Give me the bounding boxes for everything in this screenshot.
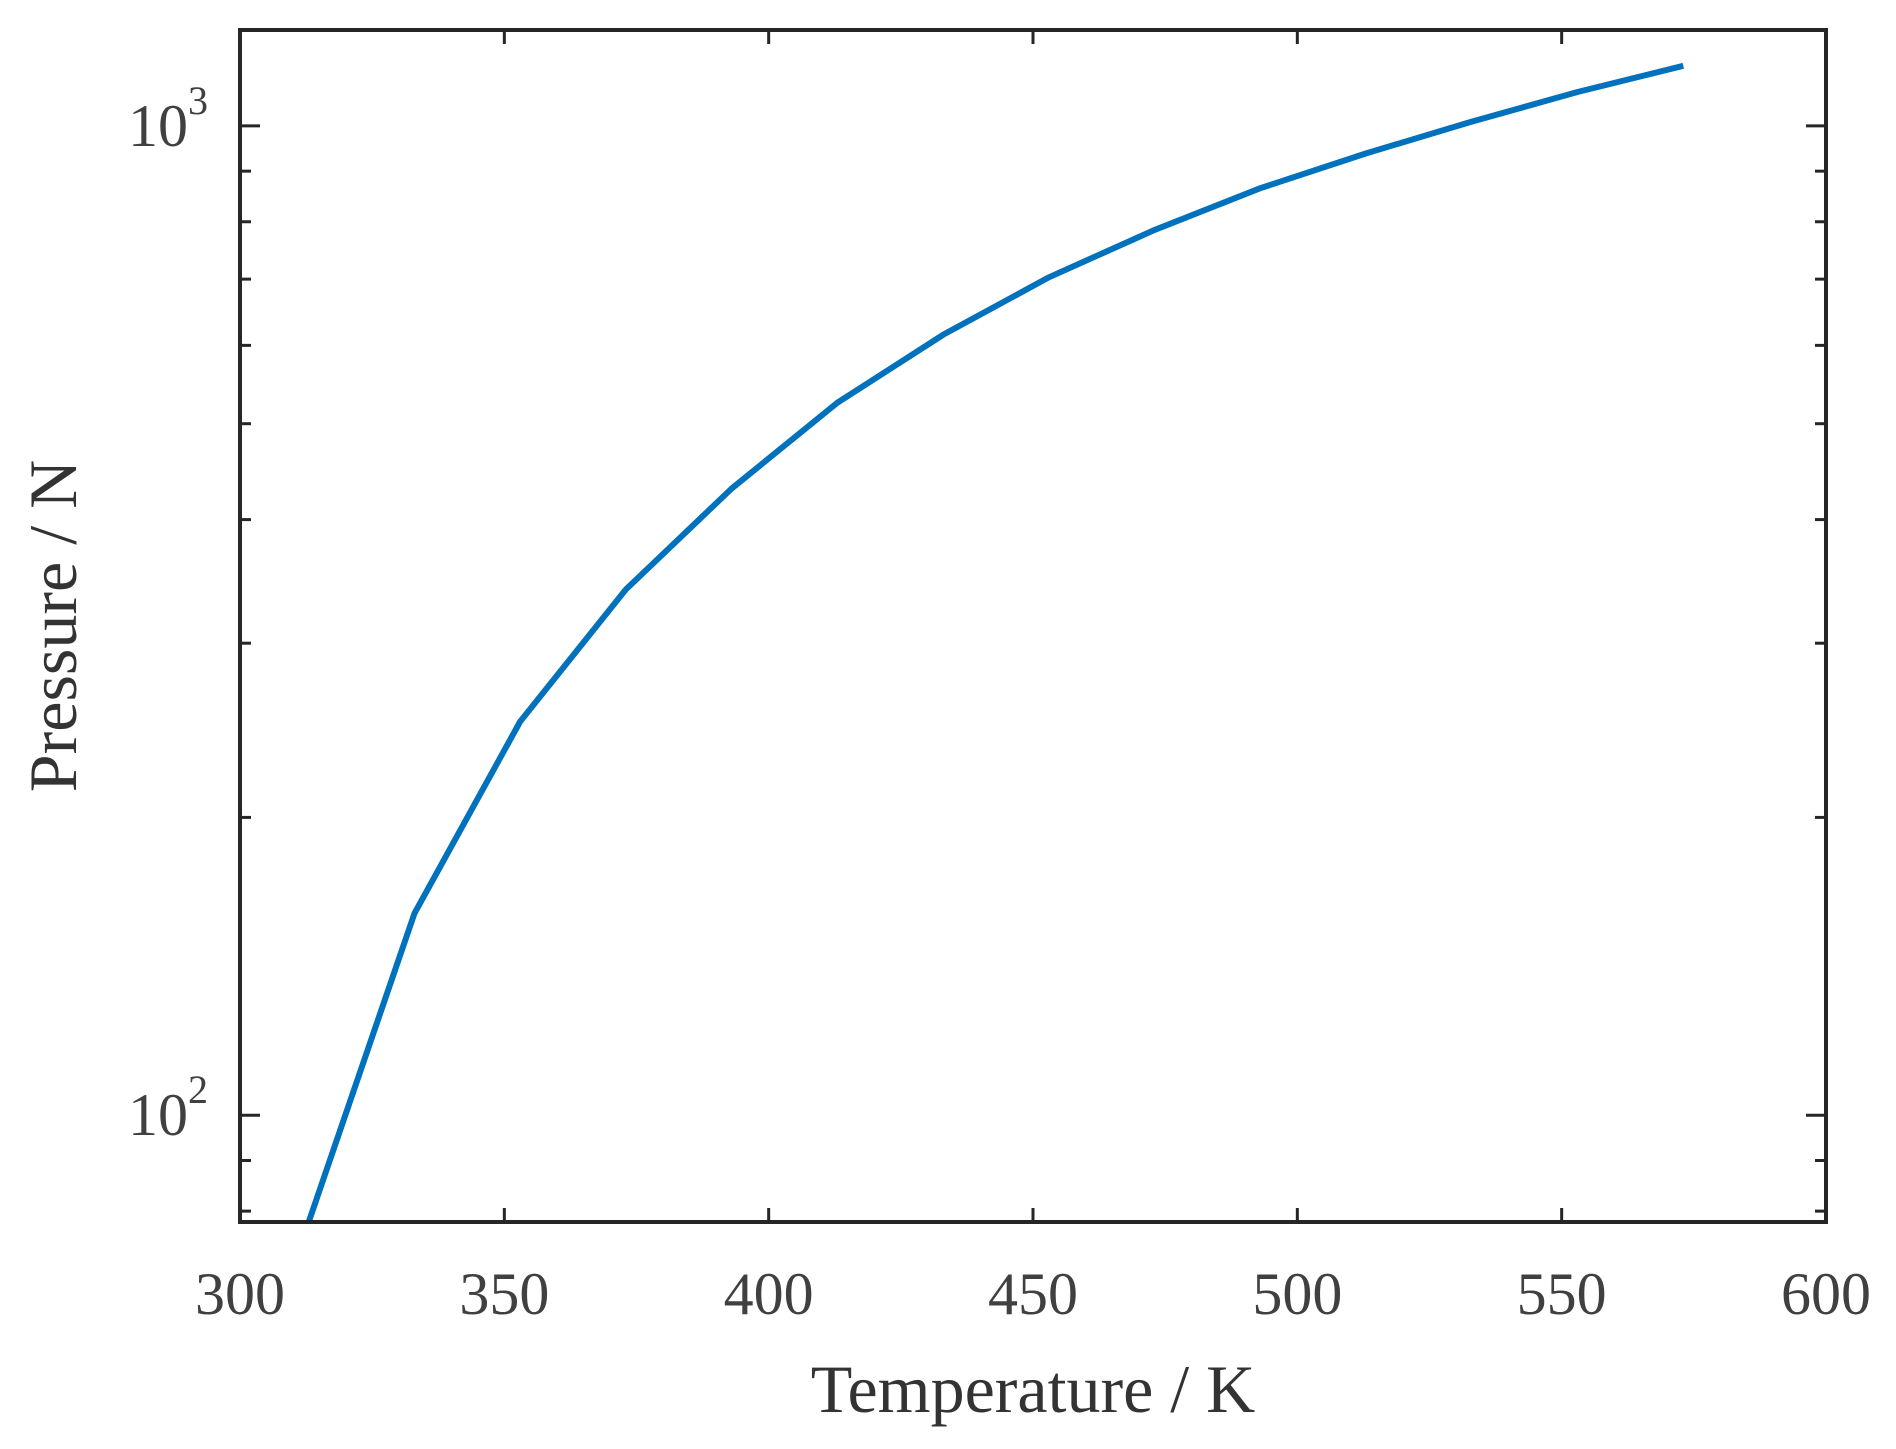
y-tick-exponent: 3 xyxy=(188,78,208,123)
x-tick-label: 500 xyxy=(1252,1261,1342,1327)
x-axis-title: Temperature / K xyxy=(811,1351,1256,1427)
plot-frame xyxy=(240,30,1826,1222)
x-tick-label: 550 xyxy=(1517,1261,1607,1327)
series-layer xyxy=(309,66,1684,1222)
y-tick-base: 10 xyxy=(128,93,188,159)
tick-marks xyxy=(240,30,1826,1222)
x-tick-label: 350 xyxy=(459,1261,549,1327)
y-tick-base: 10 xyxy=(128,1082,188,1148)
x-tick-label: 400 xyxy=(724,1261,814,1327)
y-tick-label: 102 xyxy=(128,1067,208,1148)
y-tick-exponent: 2 xyxy=(188,1067,208,1112)
y-tick-label: 103 xyxy=(128,78,208,159)
series-line xyxy=(309,66,1684,1222)
x-tick-label: 300 xyxy=(195,1261,285,1327)
y-axis-title: Pressure / N xyxy=(15,460,91,792)
x-tick-labels: 300 350 400 450 500 550 600 xyxy=(195,1261,1871,1327)
x-tick-label: 450 xyxy=(988,1261,1078,1327)
x-tick-label: 600 xyxy=(1781,1261,1871,1327)
